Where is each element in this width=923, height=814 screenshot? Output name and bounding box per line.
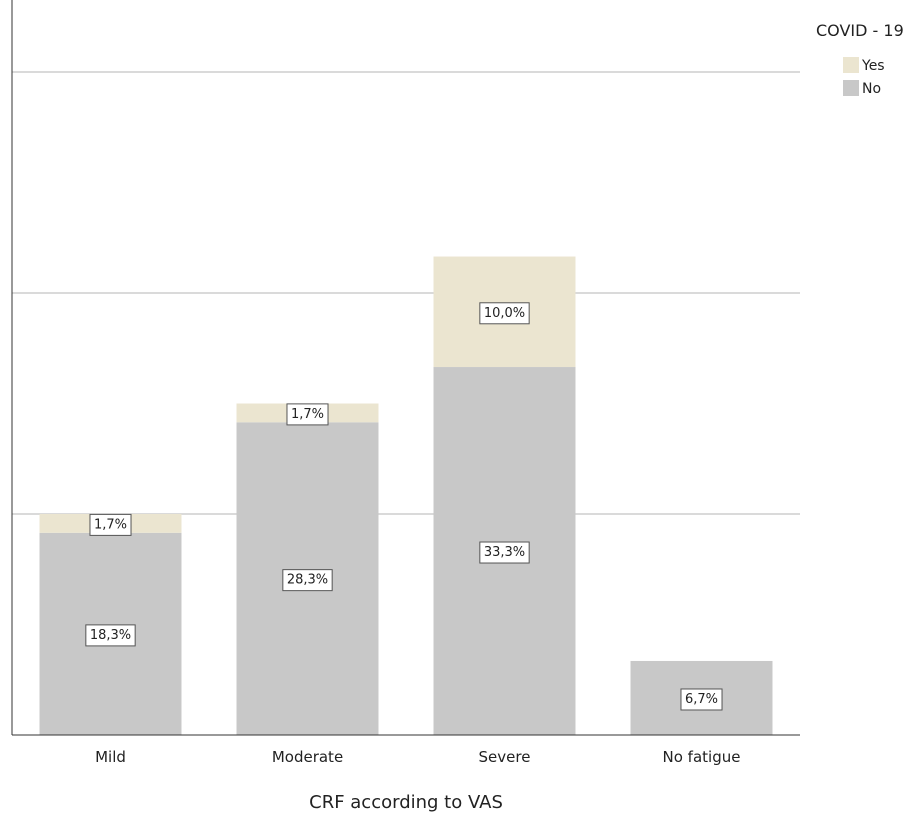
data-label: 10,0% <box>479 302 530 325</box>
legend-label-yes: Yes <box>861 58 885 74</box>
data-label-text: 33,3% <box>484 545 525 560</box>
x-tick-labels: Mild Moderate Severe No fatigue <box>95 748 740 766</box>
gridlines <box>12 71 800 515</box>
data-label: 1,7% <box>89 513 132 536</box>
legend-swatch-yes <box>843 57 859 73</box>
legend-title: COVID - 19 <box>816 21 904 40</box>
data-labels: 18,3% 1,7% 28,3% 1,7% 33,3% 10,0% 6,7% <box>85 302 723 711</box>
data-label-box <box>85 624 136 647</box>
x-tick-label: No fatigue <box>663 748 741 766</box>
data-label-text: 10,0% <box>484 306 525 321</box>
x-axis-title: CRF according to VAS <box>309 792 503 813</box>
data-label: 28,3% <box>282 569 333 592</box>
data-label-text: 28,3% <box>287 573 328 588</box>
data-label-box <box>680 688 723 711</box>
data-label: 6,7% <box>680 688 723 711</box>
data-label: 18,3% <box>85 624 136 647</box>
data-label-box <box>479 302 530 325</box>
data-label-text: 1,7% <box>94 517 127 532</box>
axes <box>11 0 800 736</box>
data-label-box <box>286 403 329 426</box>
data-label-text: 1,7% <box>291 407 324 422</box>
bars <box>39 256 773 735</box>
data-label: 33,3% <box>479 541 530 564</box>
data-label-text: 18,3% <box>90 628 131 643</box>
data-label-text: 6,7% <box>685 692 718 707</box>
x-tick-label: Severe <box>479 748 531 766</box>
data-label-box <box>282 569 333 592</box>
x-tick-label: Moderate <box>272 748 343 766</box>
data-label: 1,7% <box>286 403 329 426</box>
x-tick-label: Mild <box>95 748 126 766</box>
legend: COVID - 19 Yes No <box>816 21 904 97</box>
data-label-box <box>89 513 132 536</box>
data-label-box <box>479 541 530 564</box>
legend-swatch-no <box>843 80 859 96</box>
legend-label-no: No <box>862 81 881 97</box>
